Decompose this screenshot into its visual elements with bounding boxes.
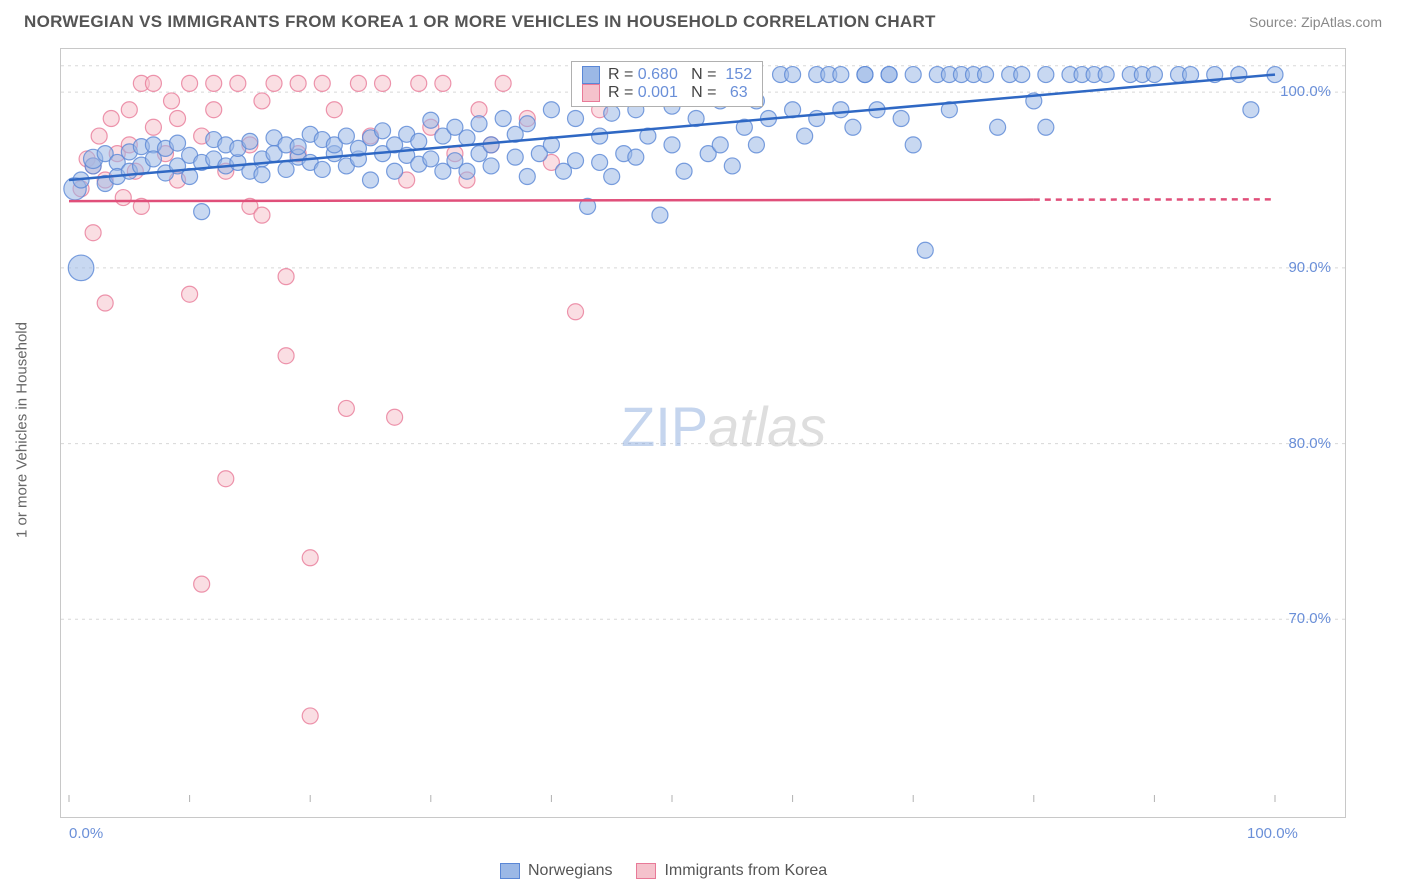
legend-swatch [636, 863, 656, 879]
legend-stats-row: R = 0.001 N = 63 [582, 84, 752, 102]
legend-r: R = 0.001 N = 63 [608, 84, 748, 102]
chart-frame: ZIPatlas R = 0.680 N = 152R = 0.001 N = … [60, 48, 1346, 818]
y-tick-label: 100.0% [1280, 83, 1331, 100]
legend-series-item: Norwegians [500, 862, 612, 880]
legend-series: Norwegians Immigrants from Korea [500, 862, 827, 880]
scatter-chart [61, 49, 1345, 817]
y-axis-label: 1 or more Vehicles in Household [14, 322, 31, 538]
legend-stats-row: R = 0.680 N = 152 [582, 66, 752, 84]
legend-swatch [582, 66, 600, 84]
legend-series-label: Immigrants from Korea [664, 862, 827, 880]
legend-series-label: Norwegians [528, 862, 612, 880]
y-tick-label: 80.0% [1288, 435, 1331, 452]
legend-r: R = 0.680 N = 152 [608, 66, 752, 84]
source-label: Source: ZipAtlas.com [1249, 14, 1382, 30]
legend-swatch [582, 84, 600, 102]
x-tick-label: 100.0% [1247, 825, 1298, 842]
y-tick-label: 90.0% [1288, 259, 1331, 276]
legend-swatch [500, 863, 520, 879]
legend-stats: R = 0.680 N = 152R = 0.001 N = 63 [571, 61, 763, 107]
y-tick-label: 70.0% [1288, 610, 1331, 627]
legend-series-item: Immigrants from Korea [636, 862, 827, 880]
chart-title: NORWEGIAN VS IMMIGRANTS FROM KOREA 1 OR … [24, 12, 936, 32]
x-tick-label: 0.0% [69, 825, 103, 842]
